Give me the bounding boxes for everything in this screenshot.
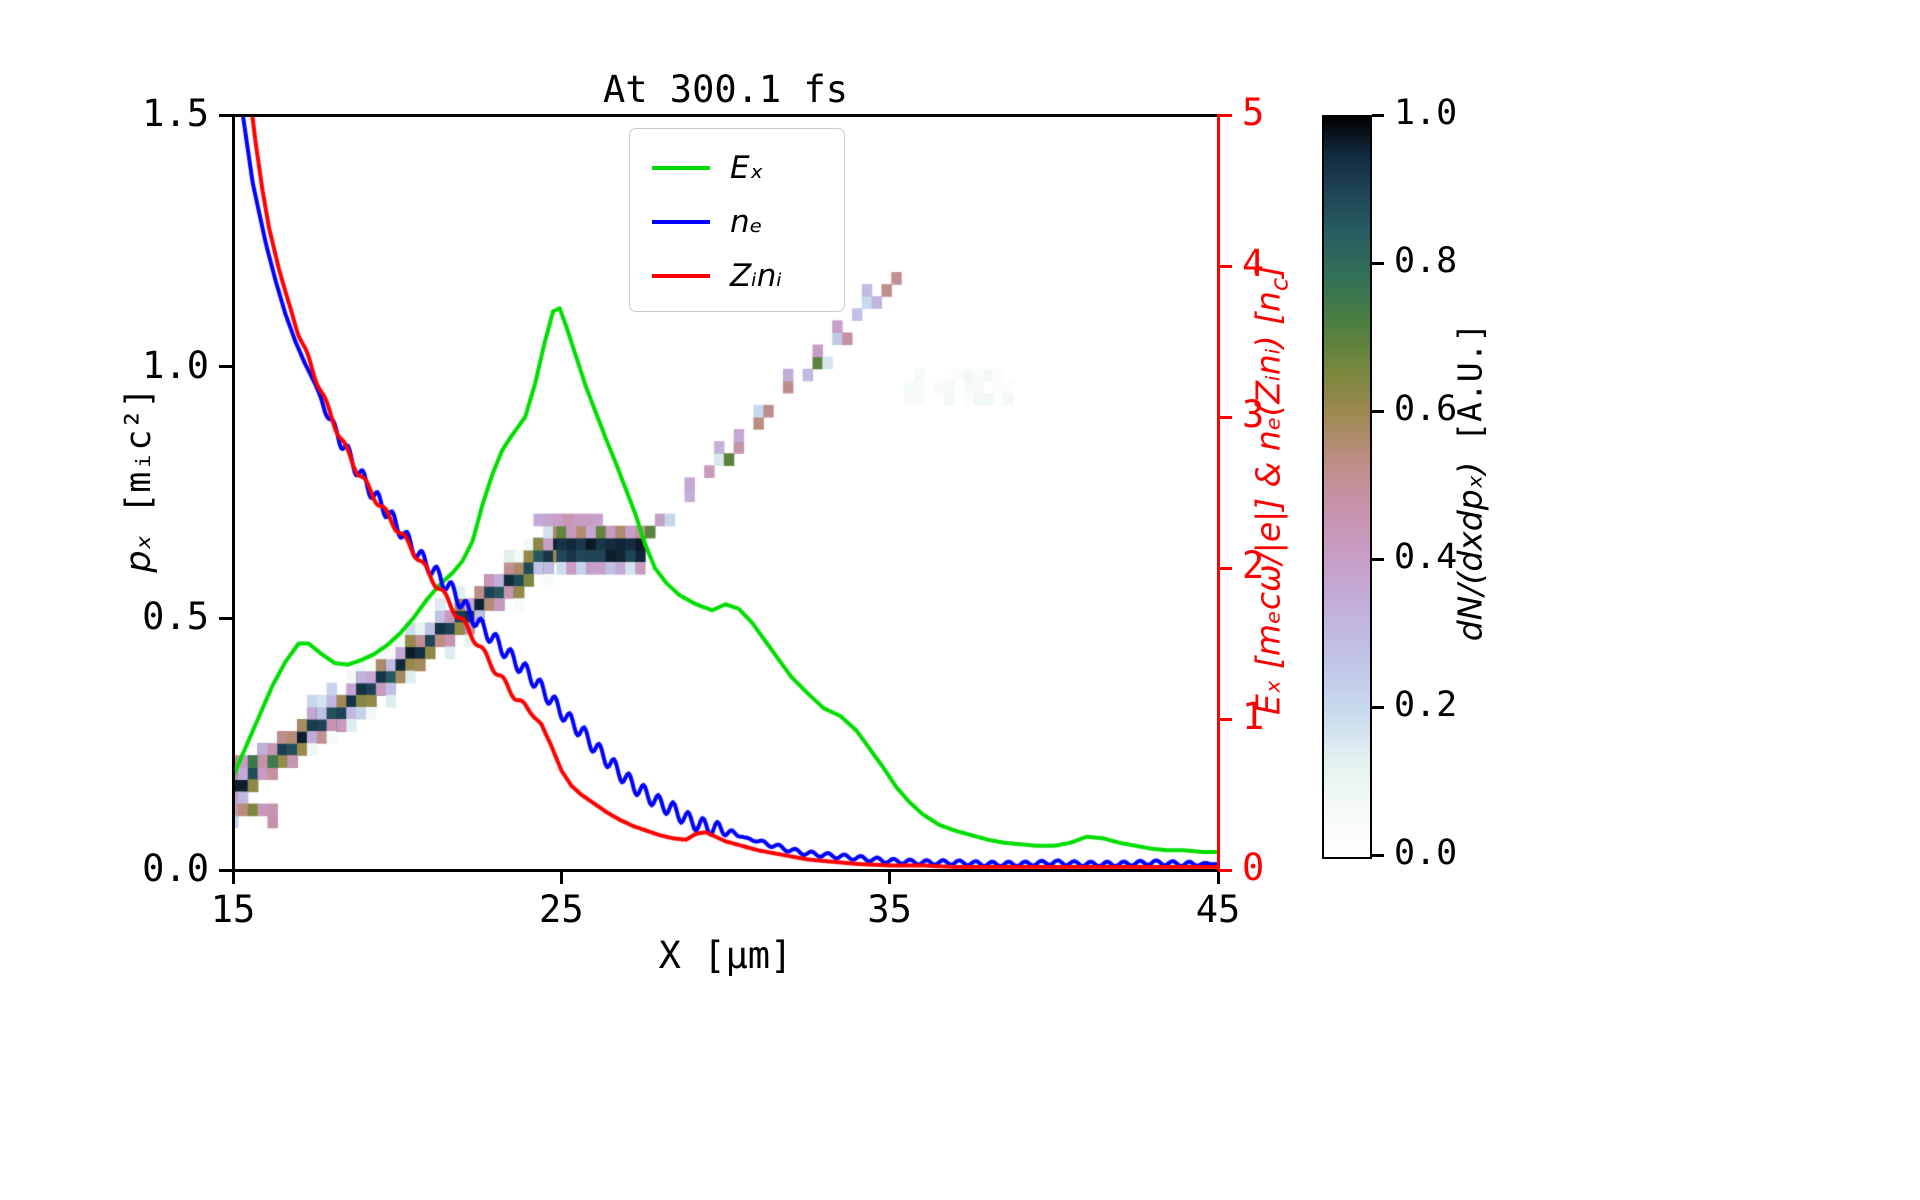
y-right-tick-label: 5 — [1242, 91, 1265, 134]
legend: Eₓ nₑ Zᵢnᵢ — [629, 128, 845, 312]
y-left-tick-mark — [219, 616, 233, 620]
x-tick-label: 35 — [867, 888, 912, 931]
colorbar-tick-label: 0.8 — [1394, 241, 1458, 281]
legend-line-zini-icon — [652, 273, 710, 279]
colorbar-tick-label: 0.4 — [1394, 537, 1458, 577]
colorbar-gradient — [1324, 117, 1370, 857]
y-right-tick-label: 4 — [1242, 242, 1265, 285]
top-spine — [232, 114, 1219, 117]
y-axis-label-left: pₓ [mᵢc²] — [119, 387, 159, 572]
legend-line-ex-icon — [652, 165, 710, 171]
left-spine — [232, 114, 235, 871]
y-left-tick-mark — [219, 365, 233, 369]
colorbar-tick-mark — [1372, 261, 1384, 265]
legend-item-ne: nₑ — [630, 195, 844, 249]
y-right-tick-label: 2 — [1242, 544, 1265, 587]
legend-item-zini: Zᵢnᵢ — [630, 249, 844, 303]
colorbar-tick-mark — [1372, 557, 1384, 561]
colorbar-label: dN/(dxdpₓ) [A.U.] — [1451, 323, 1490, 642]
colorbar-tick-mark — [1372, 409, 1384, 413]
colorbar-tick-label: 0.6 — [1394, 389, 1458, 429]
y-right-tick-mark — [1218, 717, 1232, 721]
colorbar-tick-mark — [1372, 113, 1384, 117]
x-axis-label: X [μm] — [658, 934, 793, 977]
colorbar-tick-label: 0.0 — [1394, 833, 1458, 873]
plot-title: At 300.1 fs — [602, 68, 849, 111]
y-left-tick-mark — [219, 868, 233, 872]
x-tick-label: 45 — [1195, 888, 1241, 931]
legend-item-ex: Eₓ — [630, 141, 844, 195]
y-right-tick-mark — [1218, 415, 1232, 419]
legend-line-ne-icon — [652, 219, 710, 225]
colorbar-tick-label: 0.2 — [1394, 685, 1458, 725]
plot-area: Eₓ nₑ Zᵢnᵢ — [232, 114, 1220, 872]
y-right-tick-mark — [1218, 868, 1232, 872]
y-left-variable: pₓ — [119, 534, 159, 573]
x-tick-mark — [231, 870, 235, 884]
colorbar-tick-mark — [1372, 705, 1384, 709]
y-right-label-sub: c — [1265, 277, 1294, 292]
x-tick-mark — [888, 870, 892, 884]
x-tick-mark — [1216, 870, 1220, 884]
y-left-unit: [mᵢc²] — [119, 387, 159, 535]
bottom-spine — [232, 869, 1219, 872]
x-tick-label: 25 — [539, 888, 584, 931]
legend-label-ex: Eₓ — [730, 150, 764, 186]
x-tick-label: 15 — [210, 888, 256, 931]
y-left-tick-label: 1.0 — [142, 343, 209, 387]
colorbar-tick-mark — [1372, 853, 1384, 857]
y-right-tick-mark — [1218, 113, 1232, 117]
colorbar-tick-label: 1.0 — [1394, 93, 1458, 133]
right-spine — [1217, 114, 1220, 871]
x-tick-mark — [559, 870, 563, 884]
y-right-tick-mark — [1218, 566, 1232, 570]
legend-label-zini: Zᵢnᵢ — [730, 258, 782, 294]
y-right-tick-mark — [1218, 264, 1232, 268]
y-left-tick-mark — [219, 113, 233, 117]
y-right-label-main: Eₓ [mₑcω/|e|] & nₑ(Zᵢnᵢ) [n — [1248, 291, 1288, 715]
y-left-tick-label: 0.5 — [142, 595, 209, 639]
y-axis-label-right: Eₓ [mₑcω/|e|] & nₑ(Zᵢnᵢ) [nc] — [1249, 265, 1294, 715]
y-left-tick-label: 1.5 — [142, 92, 209, 135]
y-right-tick-label: 0 — [1242, 846, 1265, 889]
y-right-tick-label: 3 — [1242, 393, 1265, 436]
y-right-tick-label: 1 — [1242, 695, 1265, 738]
colorbar — [1322, 115, 1372, 859]
legend-label-ne: nₑ — [730, 204, 763, 240]
y-left-tick-label: 0.0 — [142, 847, 209, 890]
